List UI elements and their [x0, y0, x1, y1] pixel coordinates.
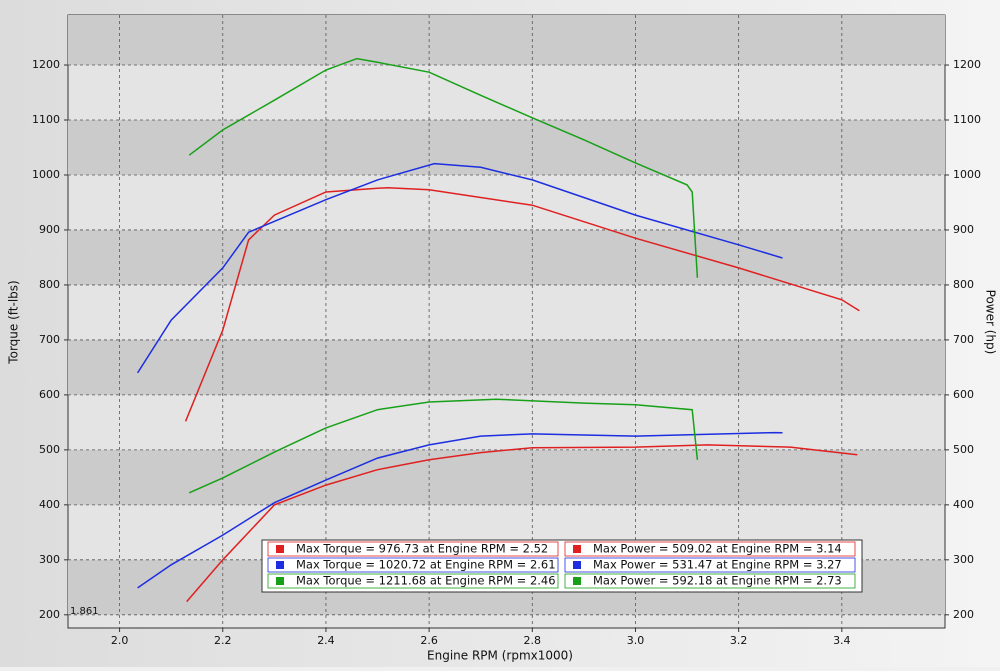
y2-tick-label: 1000 — [953, 168, 981, 181]
legend-swatch — [573, 561, 581, 569]
y-tick-label: 1100 — [32, 113, 60, 126]
y2-tick-label: 1100 — [953, 113, 981, 126]
y-tick-label: 600 — [39, 388, 60, 401]
y2-tick-label: 300 — [953, 553, 974, 566]
y2-tick-label: 600 — [953, 388, 974, 401]
x-tick-label: 3.4 — [833, 634, 851, 647]
legend-label: Max Torque = 1020.72 at Engine RPM = 2.6… — [296, 558, 556, 572]
y2-tick-label: 400 — [953, 498, 974, 511]
legend-swatch — [276, 561, 284, 569]
annotation: 1.861 — [70, 606, 99, 617]
x-tick-label: 3.0 — [627, 634, 645, 647]
y-tick-label: 500 — [39, 443, 60, 456]
y-tick-label: 200 — [39, 608, 60, 621]
data-line — [137, 431, 783, 589]
y-tick-label: 400 — [39, 498, 60, 511]
y-tick-label: 700 — [39, 333, 60, 346]
data-line — [188, 398, 699, 494]
plot-background — [67, 14, 946, 629]
legend-label: Max Power = 592.18 at Engine RPM = 2.73 — [593, 574, 842, 588]
x-tick-label: 2.6 — [420, 634, 438, 647]
x-tick-label: 2.8 — [524, 634, 542, 647]
y-tick-label: 1000 — [32, 168, 60, 181]
data-line — [184, 187, 860, 422]
grid-band — [68, 15, 945, 66]
legend-label: Max Power = 531.47 at Engine RPM = 3.27 — [593, 558, 842, 572]
legend-frame — [564, 573, 856, 589]
grid-band — [68, 449, 945, 505]
data-line — [136, 162, 783, 374]
y-tick-label: 300 — [39, 553, 60, 566]
legend-frame — [267, 541, 559, 557]
x-tick-label: 2.0 — [111, 634, 129, 647]
y2-tick-label: 200 — [953, 608, 974, 621]
x-tick-label: 2.2 — [214, 634, 232, 647]
y2-tick-label: 900 — [953, 223, 974, 236]
y-tick-label: 800 — [39, 278, 60, 291]
y-tick-label: 900 — [39, 223, 60, 236]
y2-axis-title: Power (hp) — [984, 290, 998, 355]
grid-band — [68, 120, 945, 175]
data-line — [188, 57, 699, 278]
legend-label: Max Power = 509.02 at Engine RPM = 3.14 — [593, 542, 842, 556]
x-tick-label: 3.2 — [730, 634, 748, 647]
legend-label: Max Torque = 976.73 at Engine RPM = 2.52 — [296, 542, 548, 556]
legend-box — [261, 539, 863, 593]
y-axis-title: Torque (ft-lbs) — [7, 280, 21, 364]
y2-tick-label: 500 — [953, 443, 974, 456]
legend-label: Max Torque = 1211.68 at Engine RPM = 2.4… — [296, 574, 556, 588]
legend-frame — [564, 557, 856, 573]
legend-frame — [267, 557, 559, 573]
legend: Max Torque = 976.73 at Engine RPM = 2.52… — [261, 539, 863, 593]
legend-frame — [564, 541, 856, 557]
grid-band — [68, 339, 945, 395]
y-tick-label: 1200 — [32, 58, 60, 71]
legend-swatch — [573, 545, 581, 553]
y2-tick-label: 700 — [953, 333, 974, 346]
legend-swatch — [276, 577, 284, 585]
x-axis-title: Engine RPM (rpmx1000) — [427, 649, 573, 663]
y2-tick-label: 800 — [953, 278, 974, 291]
legend-swatch — [573, 577, 581, 585]
grid-band — [68, 229, 945, 285]
y2-tick-label: 1200 — [953, 58, 981, 71]
x-tick-label: 2.4 — [317, 634, 335, 647]
legend-swatch — [276, 545, 284, 553]
data-line — [186, 444, 858, 603]
legend-frame — [267, 573, 559, 589]
